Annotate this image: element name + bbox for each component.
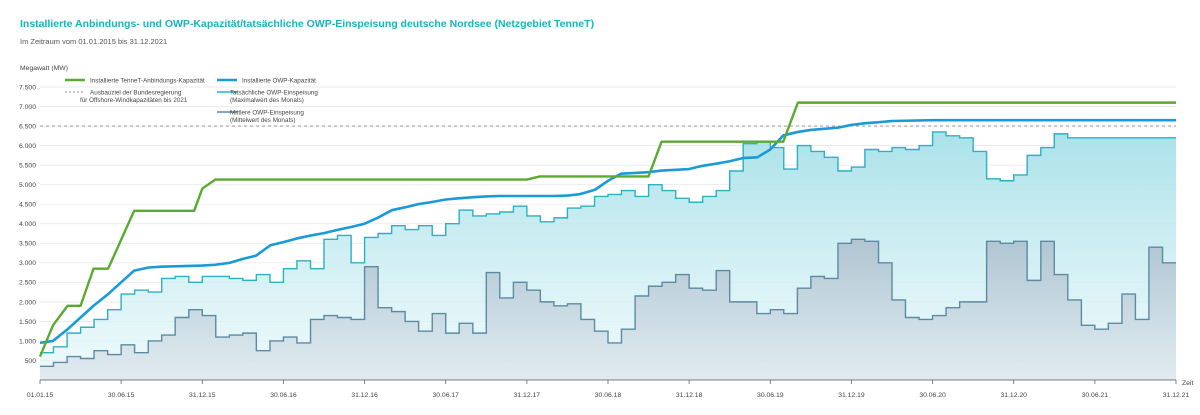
x-tick-label: 31.12.16 <box>351 392 378 399</box>
x-axis-title: Zeit <box>1182 380 1193 387</box>
x-tick-label: 31.12.18 <box>676 392 703 399</box>
y-tick-label: 2.000 <box>19 299 36 306</box>
legend-label-target-2: für Offshore-Windkapazitäten bis 2021 <box>80 97 188 104</box>
installed-connection-capacity-line <box>38 101 1176 358</box>
y-tick-label: 4.500 <box>19 202 36 209</box>
y-tick-label: 5.500 <box>19 163 36 170</box>
x-tick-label: 31.12.15 <box>189 392 216 399</box>
y-tick-label: 7.500 <box>19 84 36 91</box>
x-tick-label: 31.12.20 <box>1000 392 1027 399</box>
legend: Installierte TenneT-Anbindungs-Kapazität… <box>65 78 318 124</box>
legend-label-target-1: Ausbauziel der Bundesregierung <box>90 90 182 97</box>
legend-label-max-2: (Maximalwert des Monats) <box>230 97 304 104</box>
x-tick-label: 30.06.21 <box>1082 392 1109 399</box>
chart-title: Installierte Anbindungs- und OWP-Kapazit… <box>20 18 595 30</box>
x-tick-label: 30.06.15 <box>108 392 135 399</box>
x-tick-label: 31.12.21 <box>1163 392 1190 399</box>
mean-feed-in-line <box>40 238 1176 368</box>
y-tick-label: 1.000 <box>19 338 36 345</box>
y-tick-label: 3.500 <box>19 241 36 248</box>
y-axis-title: Megawatt (MW) <box>20 65 68 72</box>
x-tick-label: 01.01.15 <box>27 392 54 399</box>
legend-label-mean-1: Mittlere OWP-Einspeisung <box>230 110 304 117</box>
y-tick-label: 6.500 <box>19 123 36 130</box>
x-tick-label: 31.12.19 <box>838 392 865 399</box>
x-tick-label: 30.06.18 <box>595 392 622 399</box>
y-tick-label: 6.000 <box>19 143 36 150</box>
max-feed-in-line <box>40 131 1176 354</box>
chart-subtitle: Im Zeitraum vom 01.01.2015 bis 31.12.202… <box>20 37 168 46</box>
x-axis-ticks: 01.01.15 30.06.15 31.12.15 30.06.16 31.12.16… <box>27 380 1190 399</box>
y-tick-label: 2.500 <box>19 280 36 287</box>
y-tick-label: 7.000 <box>19 104 36 111</box>
x-tick-label: 30.06.17 <box>432 392 459 399</box>
x-tick-label: 30.06.19 <box>757 392 784 399</box>
y-tick-label: 4.000 <box>19 221 36 228</box>
x-tick-label: 30.06.20 <box>919 392 946 399</box>
legend-label-connection: Installierte TenneT-Anbindungs-Kapazität <box>90 78 205 85</box>
y-tick-label: 1.500 <box>19 319 36 326</box>
y-tick-label: 3.000 <box>19 260 36 267</box>
legend-label-owp: Installierte OWP-Kapazität <box>242 78 316 85</box>
y-axis-ticks: 500 1.000 1.500 2.000 2.500 3.000 3.500 4.000 4.… <box>19 84 36 364</box>
y-tick-label: 500 <box>25 358 37 365</box>
x-tick-label: 31.12.17 <box>514 392 541 399</box>
legend-label-mean-2: (Mittelwert des Monats) <box>230 117 295 124</box>
y-tick-label: 5.000 <box>19 182 36 189</box>
installed-owp-capacity-line <box>39 118 1176 345</box>
legend-label-max-1: Tatsächliche OWP-Einspeisung <box>230 90 318 97</box>
x-tick-label: 30.06.16 <box>270 392 297 399</box>
